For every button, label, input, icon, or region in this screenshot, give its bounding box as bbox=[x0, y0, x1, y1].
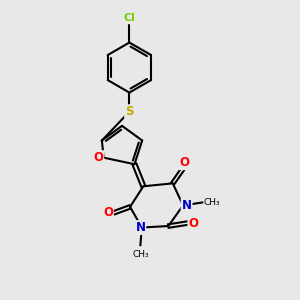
Text: Cl: Cl bbox=[124, 14, 135, 23]
Text: O: O bbox=[103, 206, 113, 219]
Text: O: O bbox=[179, 156, 190, 169]
Text: O: O bbox=[188, 217, 198, 230]
Text: O: O bbox=[93, 151, 103, 164]
Text: CH₃: CH₃ bbox=[204, 198, 220, 207]
Text: S: S bbox=[125, 105, 134, 118]
Text: N: N bbox=[135, 221, 146, 234]
Text: N: N bbox=[182, 199, 192, 212]
Text: CH₃: CH₃ bbox=[132, 250, 149, 259]
